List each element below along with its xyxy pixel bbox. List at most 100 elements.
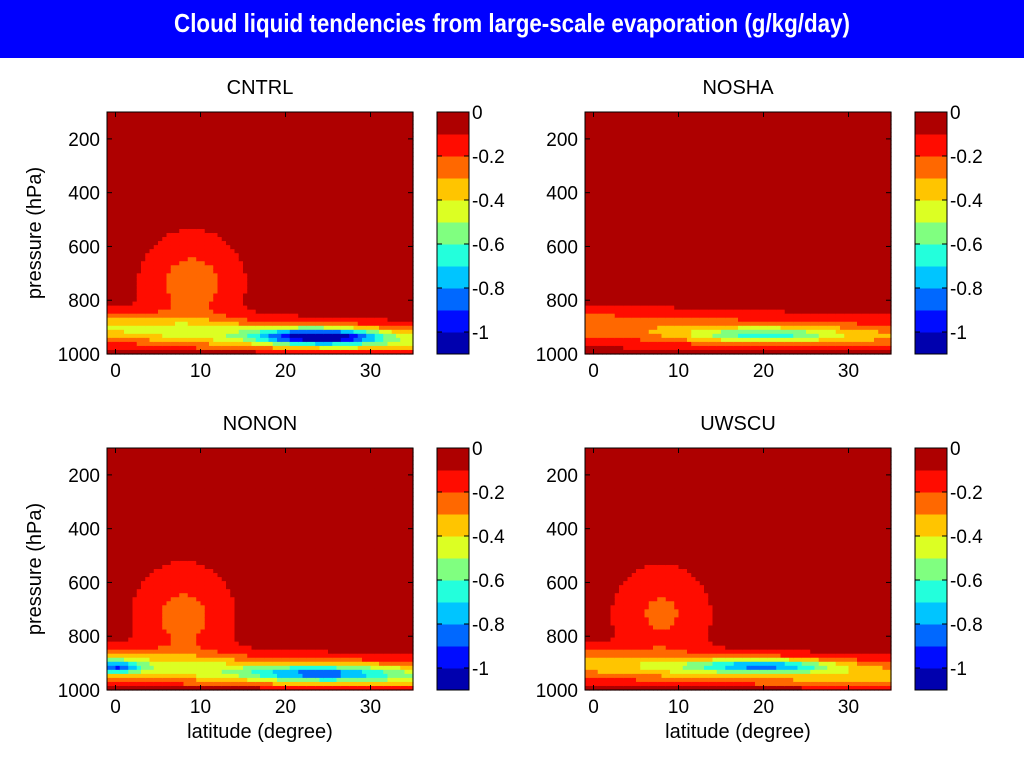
heatmap-cell (323, 184, 329, 190)
heatmap-cell (602, 261, 607, 266)
heatmap-cell (353, 233, 359, 238)
heatmap-cell (251, 333, 257, 339)
heatmap-cell (170, 245, 176, 250)
heatmap-cell (124, 237, 129, 242)
heatmap-cell (264, 128, 270, 133)
heatmap-cell (115, 188, 121, 194)
heatmap-cell (192, 196, 197, 202)
heatmap-cell (374, 241, 380, 246)
heatmap-cell (383, 317, 389, 323)
heatmap-cell (166, 329, 172, 335)
heatmap-cell (200, 116, 206, 121)
heatmap-cell (404, 196, 410, 202)
heatmap-cell (196, 261, 202, 266)
heatmap-cell (285, 337, 291, 343)
heatmap-cell (124, 124, 129, 129)
heatmap-cell (149, 349, 155, 355)
heatmap-cell (315, 156, 321, 161)
heatmap-cell (107, 124, 112, 129)
heatmap-cell (141, 241, 146, 246)
heatmap-cell (370, 144, 376, 149)
heatmap-cell (166, 261, 172, 266)
heatmap-cell (396, 233, 401, 238)
heatmap-cell (597, 116, 603, 121)
heatmap-cell (328, 301, 333, 307)
heatmap-cell (285, 148, 291, 153)
heatmap-cell (209, 228, 214, 234)
heatmap-cell (379, 317, 384, 323)
heatmap-cell (349, 293, 355, 299)
heatmap-cell (374, 152, 380, 157)
heatmap-cell (315, 128, 321, 133)
heatmap-cell (124, 176, 129, 182)
heatmap-cell (602, 192, 607, 198)
heatmap-cell (226, 325, 231, 331)
heatmap-cell (234, 349, 240, 355)
heatmap-cell (264, 180, 270, 186)
heatmap-cell (213, 285, 219, 291)
heatmap-cell (298, 160, 304, 166)
heatmap-cell (593, 124, 599, 129)
heatmap-cell (124, 196, 129, 202)
heatmap-cell (404, 313, 410, 319)
heatmap-cell (357, 293, 363, 299)
heatmap-cell (404, 120, 410, 125)
heatmap-cell (353, 168, 359, 174)
heatmap-cell (597, 124, 603, 129)
heatmap-cell (370, 224, 376, 230)
heatmap-cell (255, 281, 261, 287)
heatmap-cell (124, 212, 129, 218)
heatmap-cell (336, 216, 342, 222)
heatmap-cell (370, 172, 376, 178)
heatmap-cell (340, 245, 346, 250)
heatmap-cell (597, 176, 603, 182)
heatmap-cell (593, 281, 599, 287)
heatmap-cell (260, 349, 265, 355)
heatmap-cell (319, 265, 325, 270)
heatmap-cell (251, 289, 257, 295)
heatmap-cell (357, 176, 363, 182)
heatmap-cell (162, 168, 168, 174)
heatmap-cell (336, 204, 342, 210)
heatmap-cell (602, 188, 607, 194)
heatmap-cell (602, 341, 607, 347)
heatmap-cell (264, 349, 270, 355)
heatmap-cell (302, 245, 308, 250)
heatmap-cell (238, 313, 244, 319)
heatmap-cell (349, 233, 355, 238)
heatmap-cell (192, 144, 197, 149)
heatmap-cell (302, 116, 308, 121)
heatmap-cell (217, 120, 223, 125)
heatmap-cell (345, 116, 350, 121)
heatmap-cell (209, 297, 214, 303)
heatmap-cell (294, 241, 299, 246)
heatmap-cell (115, 196, 121, 202)
heatmap-cell (255, 257, 261, 262)
heatmap-cell (362, 140, 367, 145)
heatmap-cell (336, 301, 342, 307)
heatmap-cell (204, 277, 210, 282)
heatmap-cell (255, 152, 261, 157)
heatmap-cell (115, 172, 121, 178)
heatmap-cell (353, 204, 359, 210)
heatmap-cell (268, 112, 274, 117)
heatmap-cell (166, 313, 172, 319)
heatmap-cell (340, 273, 346, 278)
heatmap-cell (400, 281, 406, 287)
heatmap-cell (328, 176, 333, 182)
heatmap-cell (166, 228, 172, 234)
heatmap-cell (383, 136, 389, 141)
heatmap-cell (226, 293, 231, 299)
heatmap-cell (162, 140, 168, 145)
heatmap-cell (251, 281, 257, 287)
heatmap-cell (243, 200, 248, 206)
heatmap-cell (264, 297, 270, 303)
heatmap-cell (260, 180, 265, 186)
heatmap-cell (408, 341, 414, 347)
heatmap-cell (593, 140, 599, 145)
heatmap-cell (328, 293, 333, 299)
heatmap-cell (387, 208, 393, 214)
heatmap-cell (107, 212, 112, 218)
heatmap-cell (115, 200, 121, 206)
heatmap-cell (272, 313, 278, 319)
